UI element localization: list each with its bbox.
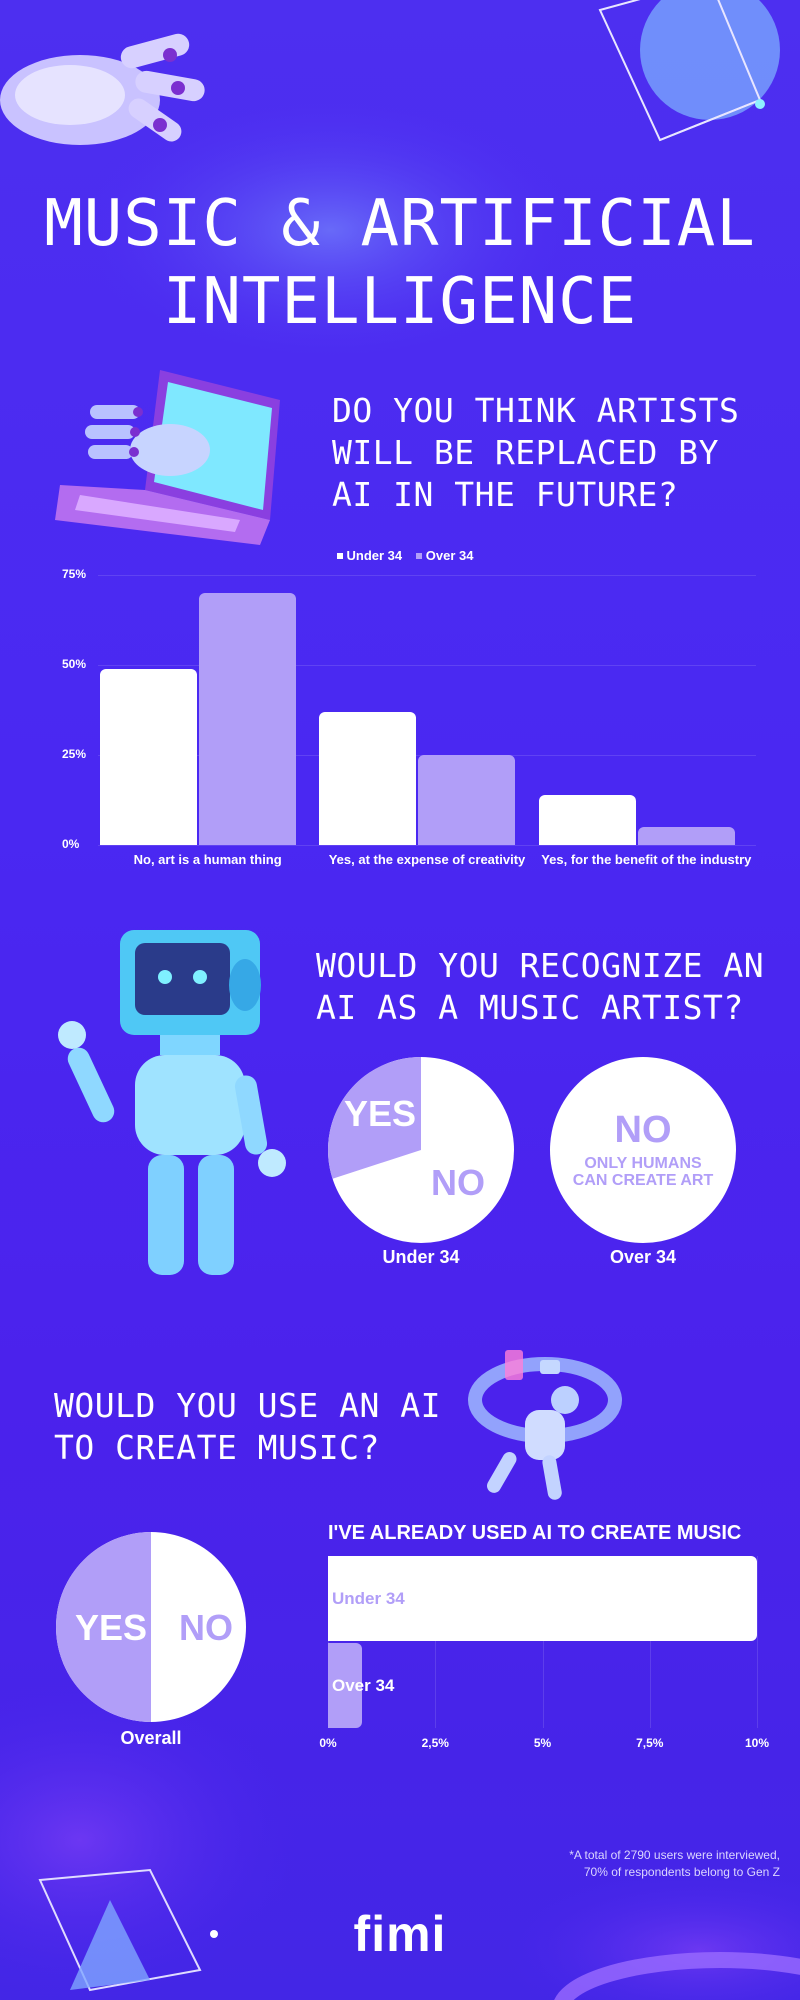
bottom-decoration	[38, 1868, 800, 2000]
bar-over-34	[199, 593, 296, 845]
pie-overall-label-yes: YES	[74, 1607, 148, 1648]
gridline	[649, 1556, 651, 1728]
footnote-line-2: 70% of respondents belong to Gen Z	[583, 1865, 780, 1879]
question-1-line-1: DO YOU THINK ARTISTS	[332, 391, 740, 430]
question-1-line-2: WILL BE REPLACED BY	[332, 433, 719, 472]
pie-overall-caption: Overall	[120, 1728, 182, 1748]
legend-under-34: Under 34	[346, 548, 403, 563]
page-title: MUSIC & ARTIFICIAL INTELLIGENCE	[0, 185, 800, 341]
question-3-line-1: WOULD YOU USE AN AI	[54, 1386, 441, 1425]
pie-over-34: NO ONLY HUMANS CAN CREATE ART	[550, 1057, 736, 1243]
pie-overall-label-no: NO	[179, 1607, 233, 1648]
footnote-line-1: *A total of 2790 users were interviewed,	[569, 1848, 780, 1862]
legend-swatch-over-34	[415, 552, 422, 559]
pie-overall-slice-yes	[56, 1532, 151, 1722]
title-line-1: MUSIC & ARTIFICIAL	[44, 187, 756, 261]
question-2-line-2: AI AS A MUSIC ARTIST?	[316, 988, 744, 1027]
hbar-over-34: Over 34	[328, 1643, 394, 1728]
replacement-bar-chart: 0% 25% 50% 75% No, art is a human thing Yes, …	[0, 560, 800, 880]
already-used-ai-bar-chart: 0% 2,5% 5% 7,5% 10% Under 34 Over 34	[0, 1550, 800, 1750]
bar-over-34	[637, 827, 735, 845]
hbar-label: Over 34	[332, 1675, 395, 1695]
x-tick-label: 7,5%	[636, 1736, 664, 1750]
fimi-logo: fimi	[353, 1906, 447, 1962]
gridline	[757, 1556, 758, 1728]
y-tick-label: 75%	[62, 567, 87, 581]
floating-robot-illustration	[468, 1350, 622, 1500]
hbar-label: Under 34	[332, 1588, 405, 1608]
question-2-line-1: WOULD YOU RECOGNIZE AN	[316, 946, 765, 985]
x-tick-label: 10%	[744, 1736, 770, 1750]
bar-under-34	[100, 668, 197, 845]
robot-illustration	[58, 930, 286, 1275]
hbar-under-34: Under 34	[328, 1556, 757, 1641]
gridline	[98, 665, 756, 666]
y-tick-label: 50%	[62, 657, 87, 671]
pie-under-34-slice-yes	[328, 1057, 421, 1179]
y-tick-label: 0%	[62, 837, 80, 851]
x-tick-label: 0%	[319, 1736, 337, 1750]
gridline	[542, 1556, 544, 1728]
title-line-2: INTELLIGENCE	[162, 265, 638, 339]
legend-swatch-under-34	[336, 552, 343, 559]
x-category-label: Yes, at the expense of creativity	[328, 852, 526, 867]
x-tick-label: 5%	[533, 1736, 552, 1750]
pie-over-34-sublabel-2: CAN CREATE ART	[572, 1172, 714, 1189]
bar-over-34	[418, 755, 516, 845]
chart-legend: Under 34 Over 34	[0, 548, 800, 563]
y-tick-label: 25%	[62, 747, 87, 761]
pie-under-34-label-no: NO	[431, 1162, 485, 1203]
pie-overall-svg	[56, 1532, 246, 1722]
question-3-line-2: TO CREATE MUSIC?	[54, 1428, 380, 1467]
pie-over-34-slice-no	[550, 1057, 736, 1243]
bar-under-34	[538, 794, 636, 845]
question-1-line-3: AI IN THE FUTURE?	[332, 475, 679, 514]
x-category-label: No, art is a human thing	[133, 852, 282, 867]
laptop-illustration	[55, 370, 280, 545]
question-1-heading: DO YOU THINK ARTISTS WILL BE REPLACED BY…	[332, 390, 739, 516]
pie-over-34-label-no: NO	[614, 1109, 672, 1151]
bar-under-34	[319, 711, 417, 845]
gridline	[435, 1556, 437, 1728]
question-2-heading: WOULD YOU RECOGNIZE AN AI AS A MUSIC ART…	[316, 945, 764, 1029]
gridline	[328, 1556, 329, 1728]
pie-overall: YES NO	[56, 1532, 246, 1722]
question-3-heading: WOULD YOU USE AN AI TO CREATE MUSIC?	[54, 1385, 441, 1469]
pie-over-34-sublabel-1: ONLY HUMANS	[584, 1155, 702, 1172]
pie-under-34-caption: Under 34	[382, 1247, 460, 1267]
pie-over-34-svg	[550, 1057, 736, 1243]
hbar-chart-title: I'VE ALREADY USED AI TO CREATE MUSIC	[328, 1522, 742, 1544]
legend-over-34: Over 34	[425, 548, 474, 563]
glass-cube-illustration	[598, 0, 780, 142]
pie-under-34-label-yes: YES	[343, 1093, 417, 1134]
footnote: *A total of 2790 users were interviewed,…	[569, 1847, 780, 1881]
pie-over-34-caption: Over 34	[609, 1247, 677, 1267]
pie-under-34-svg	[328, 1057, 514, 1243]
pie-under-34: YES NO	[328, 1057, 514, 1243]
x-category-label: Yes, for the benefit of the industry	[541, 852, 752, 867]
x-tick-label: 2,5%	[421, 1736, 449, 1750]
gridline	[98, 575, 756, 576]
robot-hand-illustration	[0, 33, 205, 145]
gridline	[98, 845, 756, 846]
